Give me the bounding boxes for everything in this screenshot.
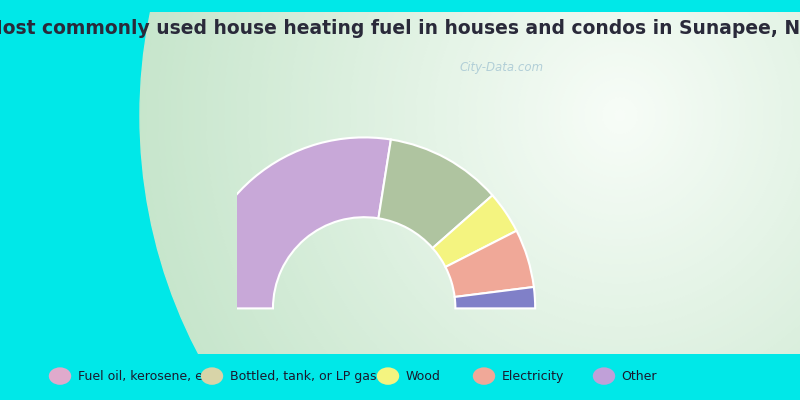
- Circle shape: [242, 0, 800, 400]
- Circle shape: [530, 22, 710, 209]
- Circle shape: [566, 60, 674, 172]
- Wedge shape: [378, 140, 493, 248]
- Circle shape: [374, 0, 800, 370]
- Circle shape: [476, 0, 764, 265]
- Circle shape: [410, 0, 800, 333]
- Circle shape: [218, 0, 800, 400]
- Circle shape: [308, 0, 800, 400]
- Circle shape: [446, 0, 794, 296]
- Circle shape: [464, 0, 776, 277]
- Circle shape: [416, 0, 800, 327]
- Circle shape: [596, 91, 644, 140]
- Circle shape: [572, 66, 668, 165]
- Wedge shape: [433, 195, 517, 267]
- Circle shape: [422, 0, 800, 321]
- Circle shape: [212, 0, 800, 400]
- Circle shape: [356, 0, 800, 389]
- Circle shape: [206, 0, 800, 400]
- Text: Other: Other: [622, 370, 657, 382]
- Text: Most commonly used house heating fuel in houses and condos in Sunapee, NH: Most commonly used house heating fuel in…: [0, 19, 800, 38]
- Circle shape: [470, 0, 770, 271]
- Circle shape: [362, 0, 800, 383]
- Circle shape: [266, 0, 800, 400]
- Text: Wood: Wood: [406, 370, 441, 382]
- Circle shape: [560, 54, 680, 178]
- Circle shape: [494, 0, 746, 246]
- Circle shape: [314, 0, 800, 400]
- Circle shape: [602, 97, 638, 134]
- Text: Bottled, tank, or LP gas: Bottled, tank, or LP gas: [230, 370, 376, 382]
- Circle shape: [350, 0, 800, 396]
- Circle shape: [182, 0, 800, 400]
- Text: Electricity: Electricity: [502, 370, 564, 382]
- Circle shape: [392, 0, 800, 352]
- Circle shape: [152, 0, 800, 400]
- Circle shape: [590, 84, 650, 147]
- Circle shape: [398, 0, 800, 346]
- Circle shape: [230, 0, 800, 400]
- Circle shape: [254, 0, 800, 400]
- Circle shape: [224, 0, 800, 400]
- Circle shape: [608, 103, 632, 128]
- Circle shape: [302, 0, 800, 400]
- Circle shape: [458, 0, 782, 284]
- Circle shape: [368, 0, 800, 377]
- Circle shape: [194, 0, 800, 400]
- Circle shape: [554, 47, 686, 184]
- Circle shape: [338, 0, 800, 400]
- Circle shape: [320, 0, 800, 400]
- Circle shape: [500, 0, 740, 240]
- Circle shape: [404, 0, 800, 340]
- Circle shape: [488, 0, 752, 252]
- Circle shape: [542, 35, 698, 196]
- Circle shape: [506, 0, 734, 234]
- Circle shape: [440, 0, 800, 302]
- Circle shape: [236, 0, 800, 400]
- Circle shape: [200, 0, 800, 400]
- Circle shape: [578, 72, 662, 159]
- Ellipse shape: [473, 367, 495, 385]
- Circle shape: [284, 0, 800, 400]
- Circle shape: [548, 41, 692, 190]
- Circle shape: [380, 0, 800, 364]
- Circle shape: [614, 110, 626, 122]
- Circle shape: [158, 0, 800, 400]
- Circle shape: [536, 28, 704, 203]
- Circle shape: [170, 0, 800, 400]
- Circle shape: [164, 0, 800, 400]
- Ellipse shape: [377, 367, 399, 385]
- Circle shape: [188, 0, 800, 400]
- Circle shape: [140, 0, 800, 400]
- Ellipse shape: [593, 367, 615, 385]
- Circle shape: [584, 78, 656, 153]
- Circle shape: [512, 4, 728, 228]
- Circle shape: [176, 0, 800, 400]
- Circle shape: [146, 0, 800, 400]
- Circle shape: [332, 0, 800, 400]
- Circle shape: [344, 0, 800, 400]
- Circle shape: [428, 0, 800, 315]
- Circle shape: [278, 0, 800, 400]
- Circle shape: [296, 0, 800, 400]
- Text: Fuel oil, kerosene, etc.: Fuel oil, kerosene, etc.: [78, 370, 218, 382]
- Circle shape: [518, 10, 722, 221]
- Wedge shape: [193, 138, 391, 308]
- Circle shape: [290, 0, 800, 400]
- Circle shape: [482, 0, 758, 259]
- Circle shape: [452, 0, 788, 290]
- Circle shape: [434, 0, 800, 308]
- Text: City-Data.com: City-Data.com: [459, 61, 543, 74]
- Circle shape: [272, 0, 800, 400]
- Circle shape: [524, 16, 716, 215]
- Wedge shape: [454, 287, 535, 308]
- Ellipse shape: [201, 367, 223, 385]
- Circle shape: [260, 0, 800, 400]
- Circle shape: [326, 0, 800, 400]
- Ellipse shape: [49, 367, 71, 385]
- Circle shape: [386, 0, 800, 358]
- Circle shape: [248, 0, 800, 400]
- Wedge shape: [446, 231, 534, 297]
